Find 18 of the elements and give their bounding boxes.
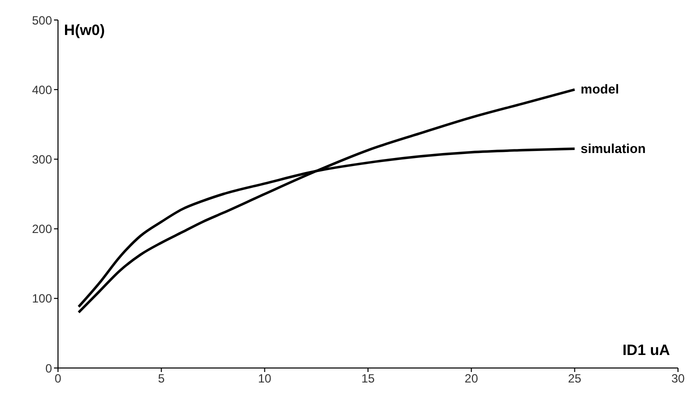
x-tick-label: 5 — [158, 372, 165, 386]
y-tick-label: 300 — [32, 152, 52, 166]
x-tick-label: 15 — [361, 372, 375, 386]
series-label: simulation — [580, 140, 646, 156]
x-tick-label: 0 — [54, 372, 62, 386]
x-tick-label: 10 — [258, 372, 272, 386]
series-label: model — [580, 82, 619, 97]
x-tick-label: 25 — [568, 372, 582, 386]
y-tick-label: 100 — [32, 292, 52, 306]
x-tick-label: 20 — [464, 372, 478, 386]
y-tick-label: 500 — [32, 13, 52, 28]
y-tick-label: 400 — [32, 82, 52, 97]
y-tick-label: 200 — [32, 222, 52, 236]
line-series — [77, 88, 576, 314]
y-axis-title: H(w0) — [64, 22, 105, 39]
x-tick-label: 30 — [671, 372, 685, 386]
x-axis-title: ID1 uA — [622, 342, 670, 359]
y-tick-label: 0 — [45, 361, 52, 376]
